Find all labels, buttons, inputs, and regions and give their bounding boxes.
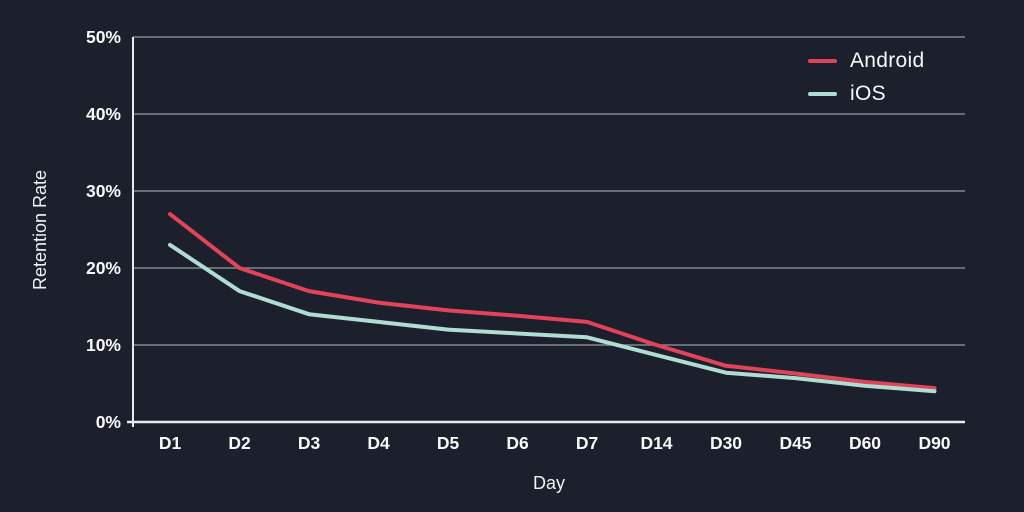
x-tick-label: D4 <box>367 433 390 453</box>
x-tick-label: D30 <box>710 433 742 453</box>
legend-swatch-icon <box>808 91 837 96</box>
legend-item-ios: iOS <box>808 80 924 107</box>
legend-item-android: Android <box>808 47 924 74</box>
y-tick-label: 50% <box>86 27 121 47</box>
chart-legend: Android iOS <box>808 47 924 107</box>
x-tick-label: D90 <box>918 433 950 453</box>
legend-label: Android <box>850 48 925 72</box>
x-tick-label: D6 <box>506 433 529 453</box>
y-tick-label: 30% <box>86 181 121 201</box>
y-tick-label: 20% <box>86 258 121 278</box>
y-tick-label: 10% <box>86 335 121 355</box>
x-tick-label: D3 <box>298 433 321 453</box>
x-tick-label: D2 <box>228 433 251 453</box>
legend-swatch-icon <box>808 58 837 63</box>
x-tick-label: D5 <box>437 433 460 453</box>
series-line-ios <box>168 242 937 394</box>
legend-label: iOS <box>850 81 886 105</box>
y-tick-label: 40% <box>86 104 121 124</box>
x-tick-label: D45 <box>779 433 811 453</box>
y-tick-label: 0% <box>96 412 122 432</box>
x-tick-label: D7 <box>576 433 598 453</box>
x-axis-title: Day <box>533 473 565 493</box>
y-axis-title: Retention Rate <box>30 170 50 290</box>
series-line-android <box>168 212 937 391</box>
x-tick-label: D1 <box>159 433 182 453</box>
x-tick-label: D14 <box>640 433 672 453</box>
x-tick-label: D60 <box>849 433 881 453</box>
